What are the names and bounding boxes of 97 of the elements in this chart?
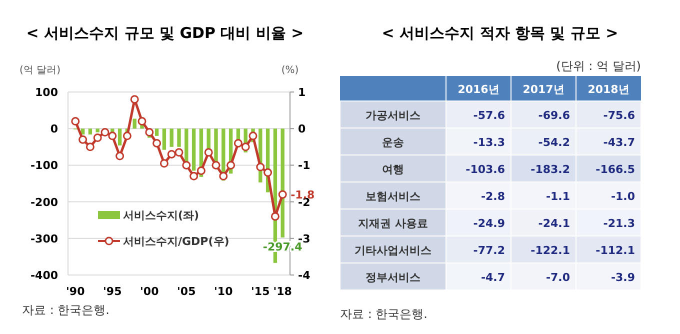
- point: [138, 117, 146, 126]
- point: [234, 138, 242, 148]
- point: [122, 132, 132, 140]
- point: [256, 162, 265, 172]
- data-label: -54.2: [538, 136, 570, 149]
- y-tick-label: 정부서비스: [366, 271, 420, 284]
- data-label: -13.3: [473, 136, 505, 149]
- x-tick-label: 2018년: [588, 83, 630, 96]
- data-label: -69.6: [538, 109, 570, 122]
- point: [145, 128, 154, 137]
- data-label: -166.5: [596, 163, 635, 176]
- point: [196, 166, 206, 175]
- x-tick-label: '10: [214, 285, 234, 298]
- point: [93, 134, 102, 142]
- x-tick-label: '05: [177, 285, 196, 298]
- data-label: -1.0: [610, 190, 636, 203]
- legend-label: 서비스수지/GDP(우): [123, 235, 230, 248]
- bar: [96, 128, 100, 132]
- point: [108, 132, 117, 140]
- y-tick-label: -100: [30, 159, 58, 172]
- y-tick-label: -300: [30, 232, 58, 246]
- y2-tick-label: 0: [298, 122, 306, 136]
- point: [219, 172, 228, 180]
- point: [278, 190, 287, 199]
- y2-tick-label: 1: [298, 86, 306, 99]
- bar: [118, 128, 122, 146]
- y-tick-label: 운송: [382, 136, 404, 149]
- y-tick-label: 기타사업서비스: [354, 244, 432, 257]
- bar: [88, 128, 92, 134]
- x-tick-label: '95: [103, 285, 122, 298]
- data-label: -77.2: [473, 244, 505, 257]
- data-label: -2.8: [480, 190, 505, 203]
- point: [182, 160, 191, 170]
- bar: [170, 128, 174, 147]
- data-label: -4.7: [480, 271, 505, 284]
- y-tick-label: 가공서비스: [366, 109, 420, 122]
- point: [116, 152, 124, 160]
- y-axis-title: (억 달러): [20, 65, 61, 76]
- point: [71, 117, 80, 126]
- data-label: -21.3: [603, 217, 635, 230]
- y-tick-label: 100: [35, 86, 58, 99]
- legend-label: 서비스수지(좌): [123, 209, 200, 222]
- point: [204, 148, 213, 157]
- text: 자료 : 한국은행.: [22, 303, 110, 317]
- x-tick-label: 2016년: [458, 83, 500, 96]
- data-label: -103.6: [466, 163, 506, 176]
- point: [190, 172, 198, 180]
- point: [174, 148, 184, 157]
- y2-axis-title: (%): [281, 65, 299, 76]
- y-tick-label: -400: [30, 269, 58, 282]
- chart-title: < 서비스수지 규모 및 GDP 대비 비율 >: [26, 24, 304, 42]
- point: [78, 135, 88, 144]
- x-tick-label: '00: [140, 285, 160, 298]
- x-tick-label: '15: [251, 285, 270, 298]
- data-label: -7.0: [546, 271, 570, 284]
- data-label: -183.2: [530, 163, 570, 176]
- data-label: -75.6: [603, 109, 636, 122]
- bar: [192, 128, 196, 171]
- data-label: -122.1: [530, 244, 570, 257]
- y-tick-label: 보험서비스: [366, 190, 420, 203]
- point: [167, 150, 176, 158]
- x-tick-label: '90: [66, 285, 86, 298]
- point: [100, 128, 110, 137]
- bar: [162, 128, 166, 150]
- data-label: -57.6: [473, 109, 506, 122]
- bar: [214, 128, 218, 164]
- y2-tick-label: -4: [298, 269, 311, 282]
- point: [130, 95, 139, 104]
- text: 자료 : 한국은행.: [340, 307, 428, 321]
- data-label: -3.9: [610, 271, 635, 284]
- chart-subtitle: (단위 : 억 달러): [556, 59, 641, 73]
- data-label: -112.1: [596, 244, 635, 257]
- point: [270, 212, 280, 221]
- y-tick-label: 0: [50, 122, 58, 136]
- bar: [154, 128, 159, 136]
- data-label: -43.7: [603, 136, 635, 149]
- point: [152, 138, 162, 148]
- data-label: -1.1: [546, 190, 570, 203]
- point: [160, 159, 168, 168]
- y-tick-label: -200: [30, 196, 58, 209]
- x-tick-label: '18: [273, 285, 292, 298]
- point: [241, 142, 250, 152]
- point: [248, 132, 258, 140]
- y-tick-label: 여행: [382, 163, 404, 176]
- point: [226, 160, 236, 170]
- bar: [177, 128, 181, 147]
- y-tick-label: 지재권 사용료: [357, 217, 428, 230]
- x-tick-label: 2017년: [522, 83, 564, 96]
- bar: [132, 118, 136, 129]
- data-label: -24.1: [538, 217, 570, 230]
- point: [212, 160, 220, 170]
- data-label: -24.9: [473, 217, 505, 230]
- point: [264, 168, 272, 177]
- bar: [80, 128, 85, 134]
- y2-tick-label: -1: [298, 159, 310, 172]
- chart-title: < 서비스수지 적자 항목 및 규모 >: [382, 24, 618, 42]
- point: [86, 142, 94, 152]
